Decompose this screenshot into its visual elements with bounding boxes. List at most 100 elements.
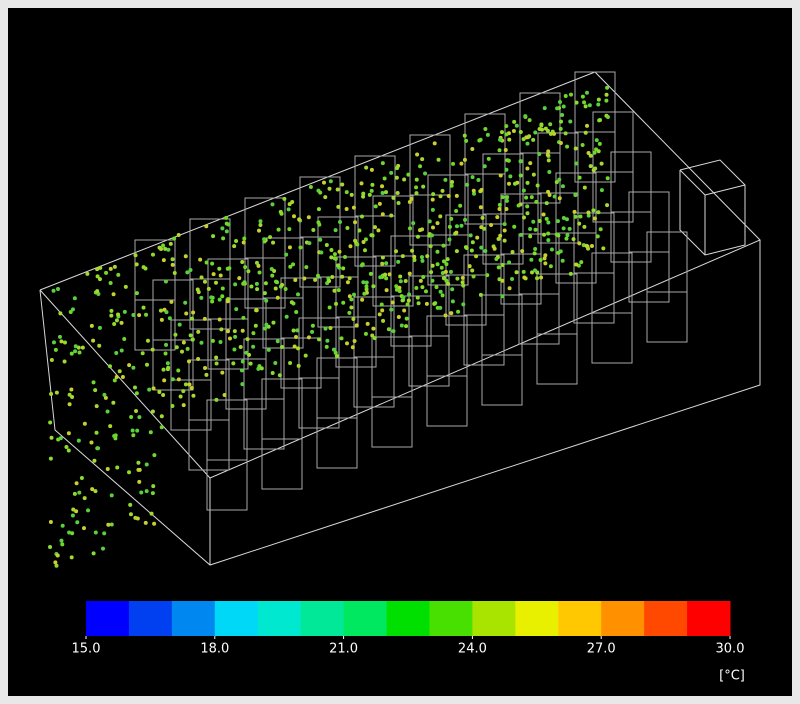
particle (470, 268, 474, 272)
particle (330, 275, 334, 279)
particle (69, 388, 73, 392)
particle (578, 176, 582, 180)
particle (137, 415, 141, 419)
particle (376, 228, 380, 232)
particle (254, 324, 258, 328)
viewport (8, 8, 792, 696)
particle (334, 257, 338, 261)
particle (198, 258, 202, 262)
particle (504, 132, 508, 136)
color-swatch (301, 601, 344, 636)
particle (109, 267, 113, 271)
particle (463, 218, 467, 222)
particle (244, 351, 248, 355)
particle (271, 241, 275, 245)
particle (385, 288, 389, 292)
particle (135, 291, 139, 295)
particle (225, 222, 229, 226)
particle (439, 290, 443, 294)
particle (164, 279, 168, 283)
particle (199, 341, 203, 345)
particle (219, 327, 223, 331)
particle (483, 249, 487, 253)
particle (91, 339, 95, 343)
particle (440, 266, 444, 270)
particle (287, 227, 291, 231)
particle (501, 263, 505, 267)
unit-label: [°C] (719, 669, 745, 684)
particle (564, 237, 568, 241)
particle (421, 275, 425, 279)
particle (499, 174, 503, 178)
particle (456, 310, 460, 314)
particle (444, 313, 448, 317)
particle (425, 302, 429, 306)
particle (564, 94, 568, 98)
particle (255, 282, 259, 286)
particle (577, 241, 581, 245)
particle (374, 204, 378, 208)
particle (323, 195, 327, 199)
particle (297, 217, 301, 221)
particle (581, 95, 585, 99)
particle (104, 271, 108, 275)
particle (273, 361, 277, 365)
particle (191, 394, 195, 398)
particle (241, 329, 245, 333)
particle (50, 436, 54, 440)
particle (531, 138, 535, 142)
particle (396, 164, 400, 168)
particle (197, 290, 201, 294)
particle (161, 243, 165, 247)
particle (451, 299, 455, 303)
particle (485, 273, 489, 277)
particle (352, 206, 356, 210)
tick-label: 24.0 (458, 642, 487, 657)
particle (240, 382, 244, 386)
particle (378, 312, 382, 316)
particle (120, 348, 124, 352)
particle (504, 148, 508, 152)
particle (278, 373, 282, 377)
particle (364, 166, 368, 170)
particle (420, 285, 424, 289)
particle (211, 234, 215, 238)
particle (316, 274, 320, 278)
particle (394, 249, 398, 253)
particle (204, 373, 208, 377)
particle (582, 100, 586, 104)
particle (288, 361, 292, 365)
particle (596, 210, 600, 214)
particle (498, 234, 502, 238)
particle (414, 185, 418, 189)
particle (110, 493, 114, 497)
particle (223, 393, 227, 397)
particle (172, 236, 176, 240)
particle (189, 333, 193, 337)
particle (294, 310, 298, 314)
particle (468, 264, 472, 268)
particle (501, 294, 505, 298)
particle (68, 402, 72, 406)
particle (537, 152, 541, 156)
particle (504, 124, 508, 128)
particle (127, 363, 131, 367)
particle (406, 173, 410, 177)
particle (48, 545, 52, 549)
particle (63, 341, 67, 345)
particle (414, 286, 418, 290)
particle (547, 170, 551, 174)
particle (127, 470, 131, 474)
particle (370, 168, 374, 172)
particle (398, 275, 402, 279)
particle (560, 113, 564, 117)
particle (327, 279, 331, 283)
particle (510, 277, 514, 281)
particle (224, 216, 228, 220)
particle (264, 323, 268, 327)
particle (329, 179, 333, 183)
particle (519, 233, 523, 237)
particle (434, 285, 438, 289)
particle (507, 138, 511, 142)
particle (559, 127, 563, 131)
